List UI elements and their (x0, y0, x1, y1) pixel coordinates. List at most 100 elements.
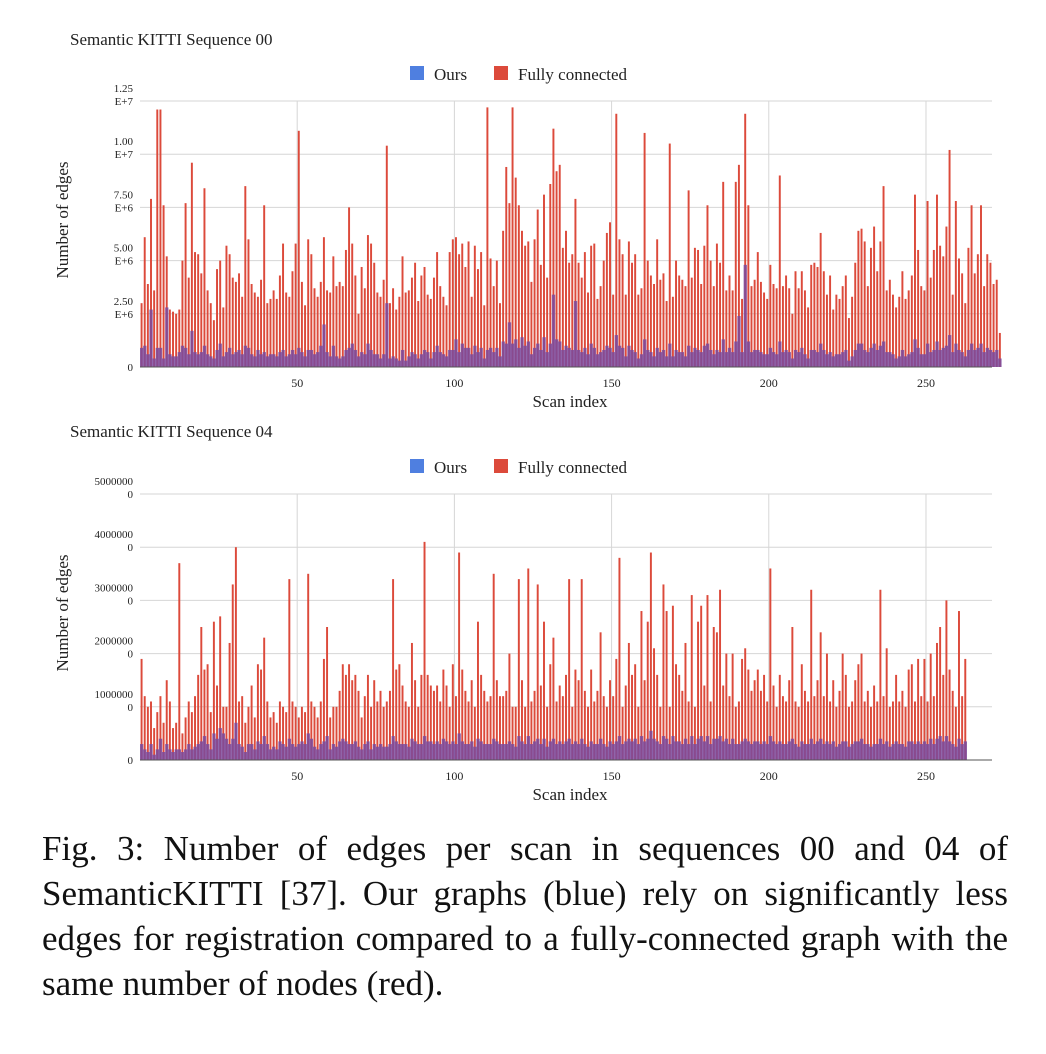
bar-ours (944, 736, 949, 760)
bar-fully-connected (929, 277, 932, 367)
bar-fully-connected (294, 243, 297, 367)
bar-ours (246, 347, 251, 367)
bar-ours (850, 744, 854, 760)
bar-fully-connected (140, 658, 143, 760)
bar-fully-connected (285, 712, 288, 760)
bar-ours (218, 343, 222, 367)
bar-fully-connected (621, 254, 624, 367)
bar-ours (517, 347, 521, 367)
legend: Ours Fully connected (410, 458, 628, 477)
legend: Ours Fully connected (410, 65, 628, 84)
bar-fully-connected (741, 658, 744, 760)
bar-ours (212, 358, 216, 367)
bar-fully-connected (583, 690, 586, 760)
bar-ours (319, 744, 323, 760)
bar-fully-connected (725, 653, 728, 760)
bar-fully-connected (913, 194, 916, 367)
bar-fully-connected (168, 701, 171, 760)
bar-ours (444, 741, 449, 760)
bar-ours (740, 352, 744, 367)
bar-ours (287, 354, 292, 367)
bar-fully-connected (486, 107, 489, 367)
bar-fully-connected (631, 674, 633, 760)
bar-fully-connected (631, 262, 633, 367)
bar-ours (561, 349, 565, 367)
bar-fully-connected (571, 254, 574, 367)
bar-fully-connected (206, 664, 209, 760)
bar-fully-connected (759, 281, 762, 367)
bar-fully-connected (778, 674, 781, 760)
bar-fully-connected (348, 207, 351, 367)
bar-ours (350, 744, 354, 760)
bar-ours (206, 744, 210, 760)
bar-fully-connected (898, 701, 901, 760)
bar-ours (448, 349, 452, 367)
bar-fully-connected (250, 284, 253, 367)
bar-fully-connected (178, 309, 181, 367)
bar-ours (492, 738, 496, 760)
bar-ours (341, 356, 345, 367)
bar-fully-connected (803, 690, 806, 760)
bar-fully-connected (511, 107, 514, 367)
x-tick-label: 200 (760, 376, 778, 390)
bar-fully-connected (426, 294, 429, 367)
bar-ours (856, 343, 861, 367)
bar-fully-connected (891, 701, 894, 760)
bar-ours (297, 744, 301, 760)
bar-fully-connected (543, 621, 545, 760)
bar-ours (910, 352, 914, 367)
bar-ours (919, 744, 923, 760)
bar-ours (322, 741, 326, 760)
bar-ours (881, 341, 886, 367)
bar-ours (551, 738, 556, 760)
bar-ours (155, 347, 160, 367)
bar-ours (683, 356, 688, 367)
bar-ours (935, 738, 939, 760)
bar-ours (152, 754, 156, 760)
bar-ours (492, 352, 496, 367)
bar-ours (558, 741, 562, 760)
bar-fully-connected (624, 685, 627, 760)
bar-fully-connected (212, 621, 215, 760)
bar-ours (935, 341, 939, 367)
bar-fully-connected (998, 332, 1001, 367)
bar-fully-connected (690, 595, 693, 760)
bar-fully-connected (659, 706, 662, 760)
bar-fully-connected (612, 696, 615, 760)
bar-fully-connected (549, 183, 552, 367)
bar-fully-connected (448, 706, 451, 760)
bar-fully-connected (816, 680, 819, 760)
bar-ours (328, 356, 332, 367)
bar-ours (180, 345, 185, 367)
bar-fully-connected (140, 303, 143, 367)
bar-fully-connected (310, 701, 313, 760)
x-tick-label: 50 (291, 376, 303, 390)
bar-fully-connected (448, 252, 451, 367)
bar-ours (573, 741, 578, 760)
bar-ours (784, 349, 788, 367)
bar-fully-connected (910, 664, 913, 760)
bar-fully-connected (454, 237, 457, 367)
bar-fully-connected (612, 294, 615, 367)
bar-fully-connected (407, 706, 410, 760)
bar-fully-connected (759, 690, 762, 760)
bar-fully-connected (910, 275, 913, 367)
bar-ours (404, 360, 408, 367)
bar-ours (514, 746, 518, 760)
bar-ours (768, 347, 773, 367)
bar-ours (897, 356, 901, 367)
bar-fully-connected (539, 264, 542, 367)
bar-ours (570, 349, 575, 367)
y-tick-line: 3000000 (95, 582, 134, 594)
bar-ours (177, 749, 182, 760)
bar-fully-connected (803, 290, 806, 367)
bar-fully-connected (574, 669, 577, 760)
bar-ours (602, 744, 606, 760)
bar-fully-connected (282, 706, 285, 760)
y-tick-line: 0 (128, 755, 134, 767)
bar-fully-connected (948, 669, 951, 760)
bar-ours (488, 347, 493, 367)
bar-ours (171, 356, 175, 367)
bar-ours (878, 345, 883, 367)
bar-fully-connected (775, 288, 778, 367)
